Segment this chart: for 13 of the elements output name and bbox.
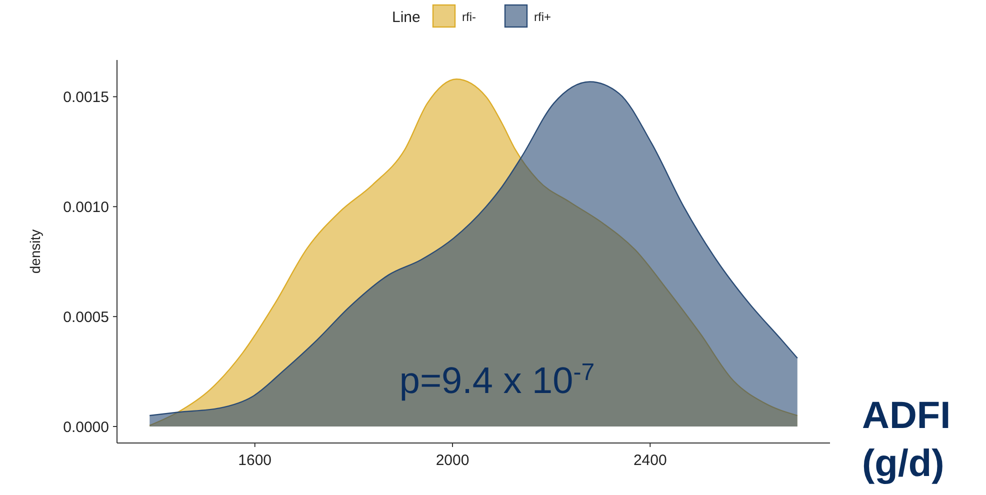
y-axis-title: density <box>27 229 43 274</box>
y-tick-label: 0.0015 <box>63 88 109 106</box>
x-axis-title: ADFI (g/d) <box>862 395 951 485</box>
legend-title: Line <box>392 9 420 26</box>
x-tick-label: 2400 <box>633 452 667 469</box>
annotation: p=9.4 x 10$^{-7}$ <box>399 358 595 401</box>
y-tick-label: 0.0005 <box>63 308 109 326</box>
legend-label: rfi+ <box>534 10 552 24</box>
legend-label: rfi- <box>462 10 476 24</box>
y-tick-label: 0.0010 <box>63 198 109 216</box>
x-tick-label: 2000 <box>436 452 470 469</box>
y-tick-label: 0.0000 <box>63 418 109 436</box>
x-tick-label: 1600 <box>238 452 272 469</box>
